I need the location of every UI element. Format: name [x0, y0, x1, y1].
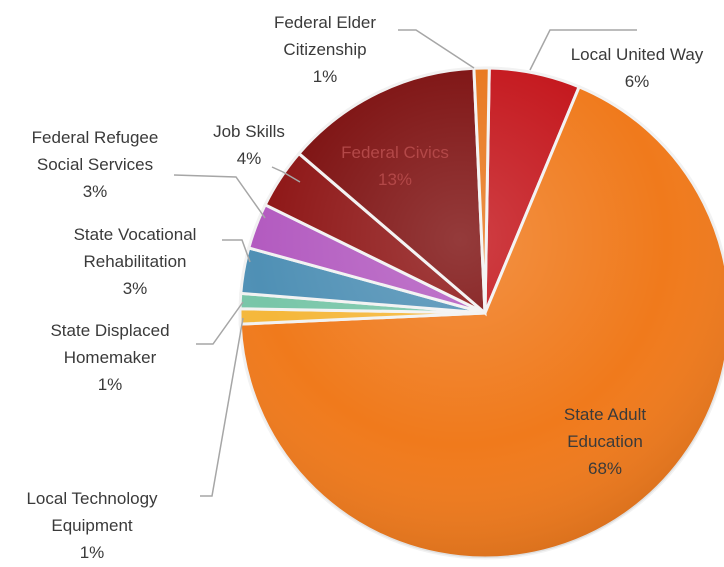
data-label-value: 1% — [313, 67, 338, 86]
data-label: Local Technology Equipment 1% — [26, 489, 158, 562]
data-label-category: Local Technology — [26, 489, 158, 508]
data-label: Job Skills 4% — [213, 122, 285, 168]
data-label: Federal Civics 13% — [341, 143, 449, 189]
data-label-category: Equipment — [51, 516, 133, 535]
data-label-category: Education — [567, 432, 643, 451]
data-label-category: Homemaker — [64, 348, 157, 367]
data-label-category: Social Services — [37, 155, 153, 174]
leader-line — [196, 301, 244, 345]
leader-line — [222, 239, 251, 263]
data-label-category: State Displaced — [50, 321, 169, 340]
data-label: Local United Way 6% — [571, 45, 704, 91]
leader-line — [173, 174, 266, 219]
leader-line — [529, 29, 637, 71]
data-label: State Vocational Rehabilitation 3% — [74, 225, 197, 298]
data-label-value: 6% — [625, 72, 650, 91]
data-label-value: 68% — [588, 459, 622, 478]
data-label-category: State Vocational — [74, 225, 197, 244]
data-label: State Displaced Homemaker 1% — [50, 321, 169, 394]
data-label-category: Citizenship — [283, 40, 366, 59]
data-label: Federal Elder Citizenship 1% — [274, 13, 376, 86]
data-label-category: Federal Elder — [274, 13, 376, 32]
data-label-value: 1% — [80, 543, 105, 562]
data-label: State Adult Education 68% — [564, 405, 647, 478]
data-label-value: 3% — [83, 182, 108, 201]
leader-line — [398, 29, 475, 69]
data-label-value: 1% — [98, 375, 123, 394]
data-label-category: Federal Refugee — [32, 128, 159, 147]
data-label-category: Local United Way — [571, 45, 704, 64]
leader-line — [271, 166, 301, 183]
data-label: Federal Refugee Social Services 3% — [32, 128, 159, 201]
data-label-category: Job Skills — [213, 122, 285, 141]
data-label-value: 13% — [378, 170, 412, 189]
data-label-category: Rehabilitation — [83, 252, 186, 271]
data-label-category: State Adult — [564, 405, 647, 424]
data-label-value: 4% — [237, 149, 262, 168]
data-label-category: Federal Civics — [341, 143, 449, 162]
leader-line — [200, 317, 244, 497]
data-label-value: 3% — [123, 279, 148, 298]
